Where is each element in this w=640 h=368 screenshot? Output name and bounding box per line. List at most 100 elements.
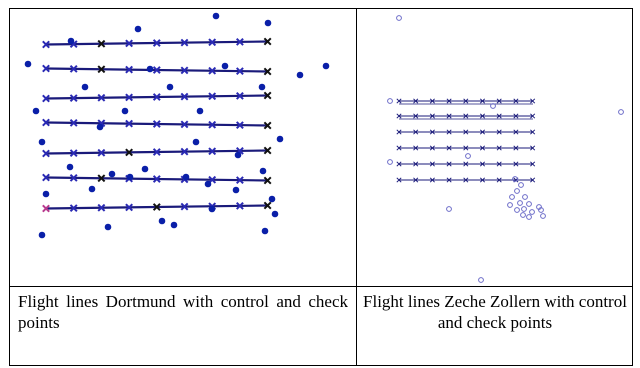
photo-center-marker <box>463 161 469 167</box>
photo-center-marker <box>513 129 519 135</box>
check-point <box>446 206 452 212</box>
photo-center-marker <box>429 145 435 151</box>
control-point <box>121 107 129 115</box>
photo-center-marker <box>479 113 486 119</box>
photo-center-marker <box>152 148 161 156</box>
photo-center-marker <box>235 67 244 76</box>
photo-center-marker <box>97 39 106 48</box>
check-point <box>387 159 393 165</box>
check-point <box>520 212 526 218</box>
control-point <box>212 12 220 20</box>
photo-center-marker <box>69 118 78 127</box>
check-point <box>517 200 523 206</box>
photo-center-marker <box>69 149 78 158</box>
control-point <box>192 138 200 146</box>
photo-center-marker <box>208 66 217 75</box>
photo-center-marker <box>152 66 161 74</box>
control-point <box>104 223 112 231</box>
photo-center-marker <box>463 113 469 119</box>
control-point <box>158 217 166 225</box>
photo-center-marker <box>97 203 106 212</box>
photo-center-marker <box>208 92 217 101</box>
control-point <box>261 227 269 235</box>
check-point <box>514 188 520 194</box>
photo-center-marker <box>479 177 486 183</box>
photo-center-marker <box>413 113 419 119</box>
check-point <box>518 182 524 188</box>
control-point <box>258 83 266 91</box>
photo-center-marker <box>396 161 402 167</box>
photo-center-marker <box>429 161 435 167</box>
photo-center-marker <box>69 64 78 73</box>
photo-center-marker <box>396 177 402 183</box>
control-point <box>141 165 149 173</box>
photo-center-marker <box>180 92 189 101</box>
check-point <box>526 201 532 207</box>
photo-center-marker <box>463 145 469 151</box>
control-point <box>96 123 104 131</box>
photo-center-marker <box>396 145 402 151</box>
photo-center-marker <box>479 129 486 135</box>
photo-center-marker <box>263 201 272 210</box>
photo-center-marker <box>125 65 134 74</box>
photo-center-marker <box>530 113 536 119</box>
photo-center-marker <box>429 177 435 183</box>
photo-center-marker <box>69 94 78 103</box>
photo-center-marker <box>513 113 519 119</box>
control-point <box>208 205 216 213</box>
photo-center-marker <box>496 98 502 104</box>
photo-center-marker <box>180 38 189 47</box>
check-point <box>507 202 513 208</box>
control-point <box>38 231 46 239</box>
check-point <box>396 15 402 21</box>
dortmund-caption: Flight lines Dortmund with control and c… <box>18 292 348 332</box>
photo-center-marker <box>235 176 244 185</box>
photo-center-marker <box>446 98 452 104</box>
photo-center-marker <box>42 149 50 158</box>
photo-center-marker <box>42 94 50 103</box>
dortmund-flight-svg <box>24 12 330 239</box>
photo-center-marker <box>263 121 272 130</box>
control-point <box>296 71 304 79</box>
control-point <box>322 62 330 70</box>
check-point <box>478 277 484 283</box>
photo-center-marker <box>496 177 502 183</box>
photo-center-marker <box>180 202 189 211</box>
photo-center-marker <box>446 129 452 135</box>
check-point <box>512 176 518 182</box>
zollern-flight-svg <box>387 15 624 283</box>
photo-center-marker <box>513 145 519 151</box>
photo-center-marker <box>463 129 469 135</box>
photo-center-marker <box>530 98 536 104</box>
check-point <box>522 194 528 200</box>
photo-center-marker <box>97 148 106 157</box>
control-point <box>204 180 212 188</box>
photo-center-marker <box>180 147 189 156</box>
zollern-caption: Flight lines Zeche Zollern with control … <box>363 292 627 332</box>
photo-center-marker <box>496 145 502 151</box>
photo-center-marker <box>42 204 50 213</box>
check-point <box>540 213 546 219</box>
photo-center-marker <box>530 129 536 135</box>
check-point <box>618 109 624 115</box>
photo-center-marker <box>463 177 469 183</box>
control-point <box>134 25 142 33</box>
photo-center-marker <box>208 38 217 47</box>
photo-center-marker <box>429 113 435 119</box>
control-point <box>259 167 267 175</box>
photo-center-marker <box>125 93 134 102</box>
photo-center-marker <box>496 113 502 119</box>
column-divider <box>356 9 357 365</box>
photo-center-marker <box>479 145 486 151</box>
control-point <box>108 170 116 178</box>
control-point <box>234 151 242 159</box>
check-point <box>509 194 515 200</box>
dortmund-flight-plot <box>10 9 356 286</box>
photo-center-marker <box>446 161 452 167</box>
photo-center-marker <box>42 118 50 127</box>
check-point <box>514 207 520 213</box>
photo-center-marker <box>152 175 161 183</box>
photo-center-marker <box>413 129 419 135</box>
photo-center-marker <box>263 176 272 185</box>
photo-center-marker <box>530 177 536 183</box>
